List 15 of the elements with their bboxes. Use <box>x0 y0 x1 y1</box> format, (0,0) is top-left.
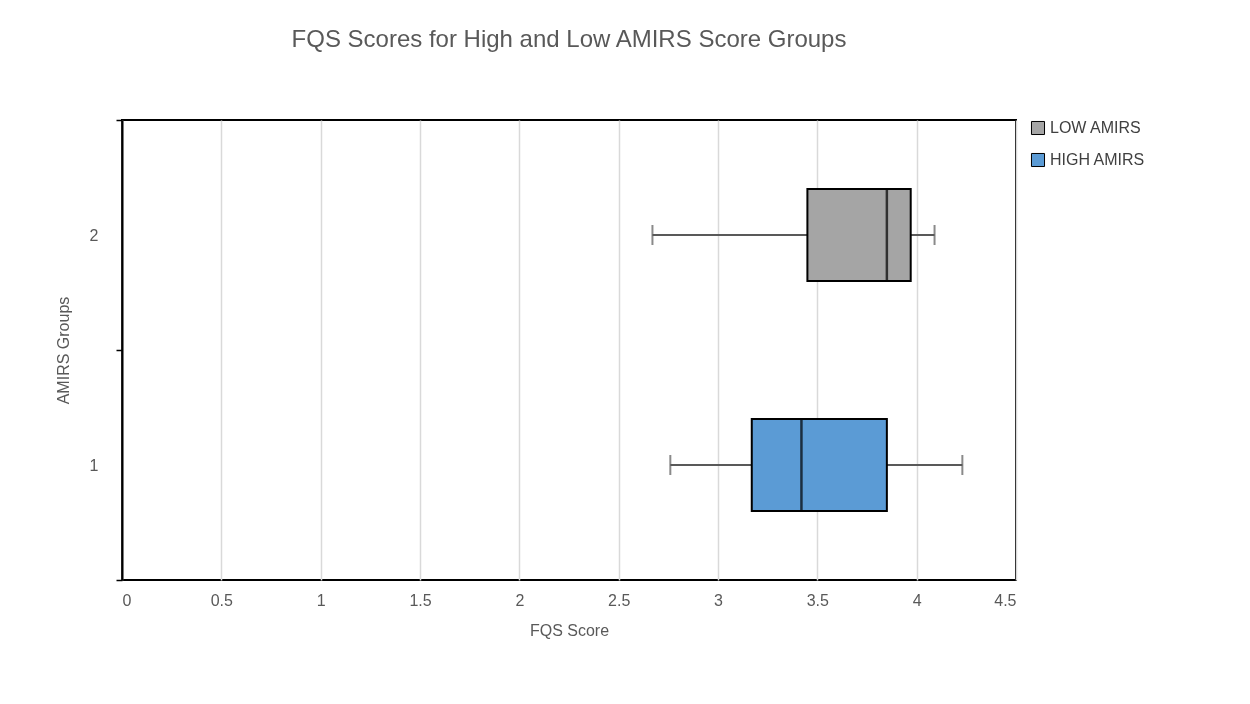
x-tick-label: 3.5 <box>806 591 830 609</box>
x-tick-label: 2 <box>515 591 525 609</box>
x-tick-label: 0 <box>122 591 132 609</box>
y-axis-title: AMIRS Groups <box>54 296 72 405</box>
x-tick-label: 1.5 <box>409 591 432 609</box>
legend-label: HIGH AMIRS <box>1050 151 1145 168</box>
chart-title: FQS Scores for High and Low AMIRS Score Groups <box>291 25 847 52</box>
legend-label: LOW AMIRS <box>1050 119 1141 136</box>
x-tick-label: 1 <box>316 591 326 609</box>
x-tick-label: 0.5 <box>210 591 234 609</box>
x-tick-label: 2.5 <box>608 591 631 609</box>
x-tick-label: 3 <box>714 591 724 609</box>
x-axis-title: FQS Score <box>529 621 610 639</box>
x-tick-label: 4.5 <box>994 591 1017 609</box>
x-tick-label: 4 <box>912 591 922 609</box>
